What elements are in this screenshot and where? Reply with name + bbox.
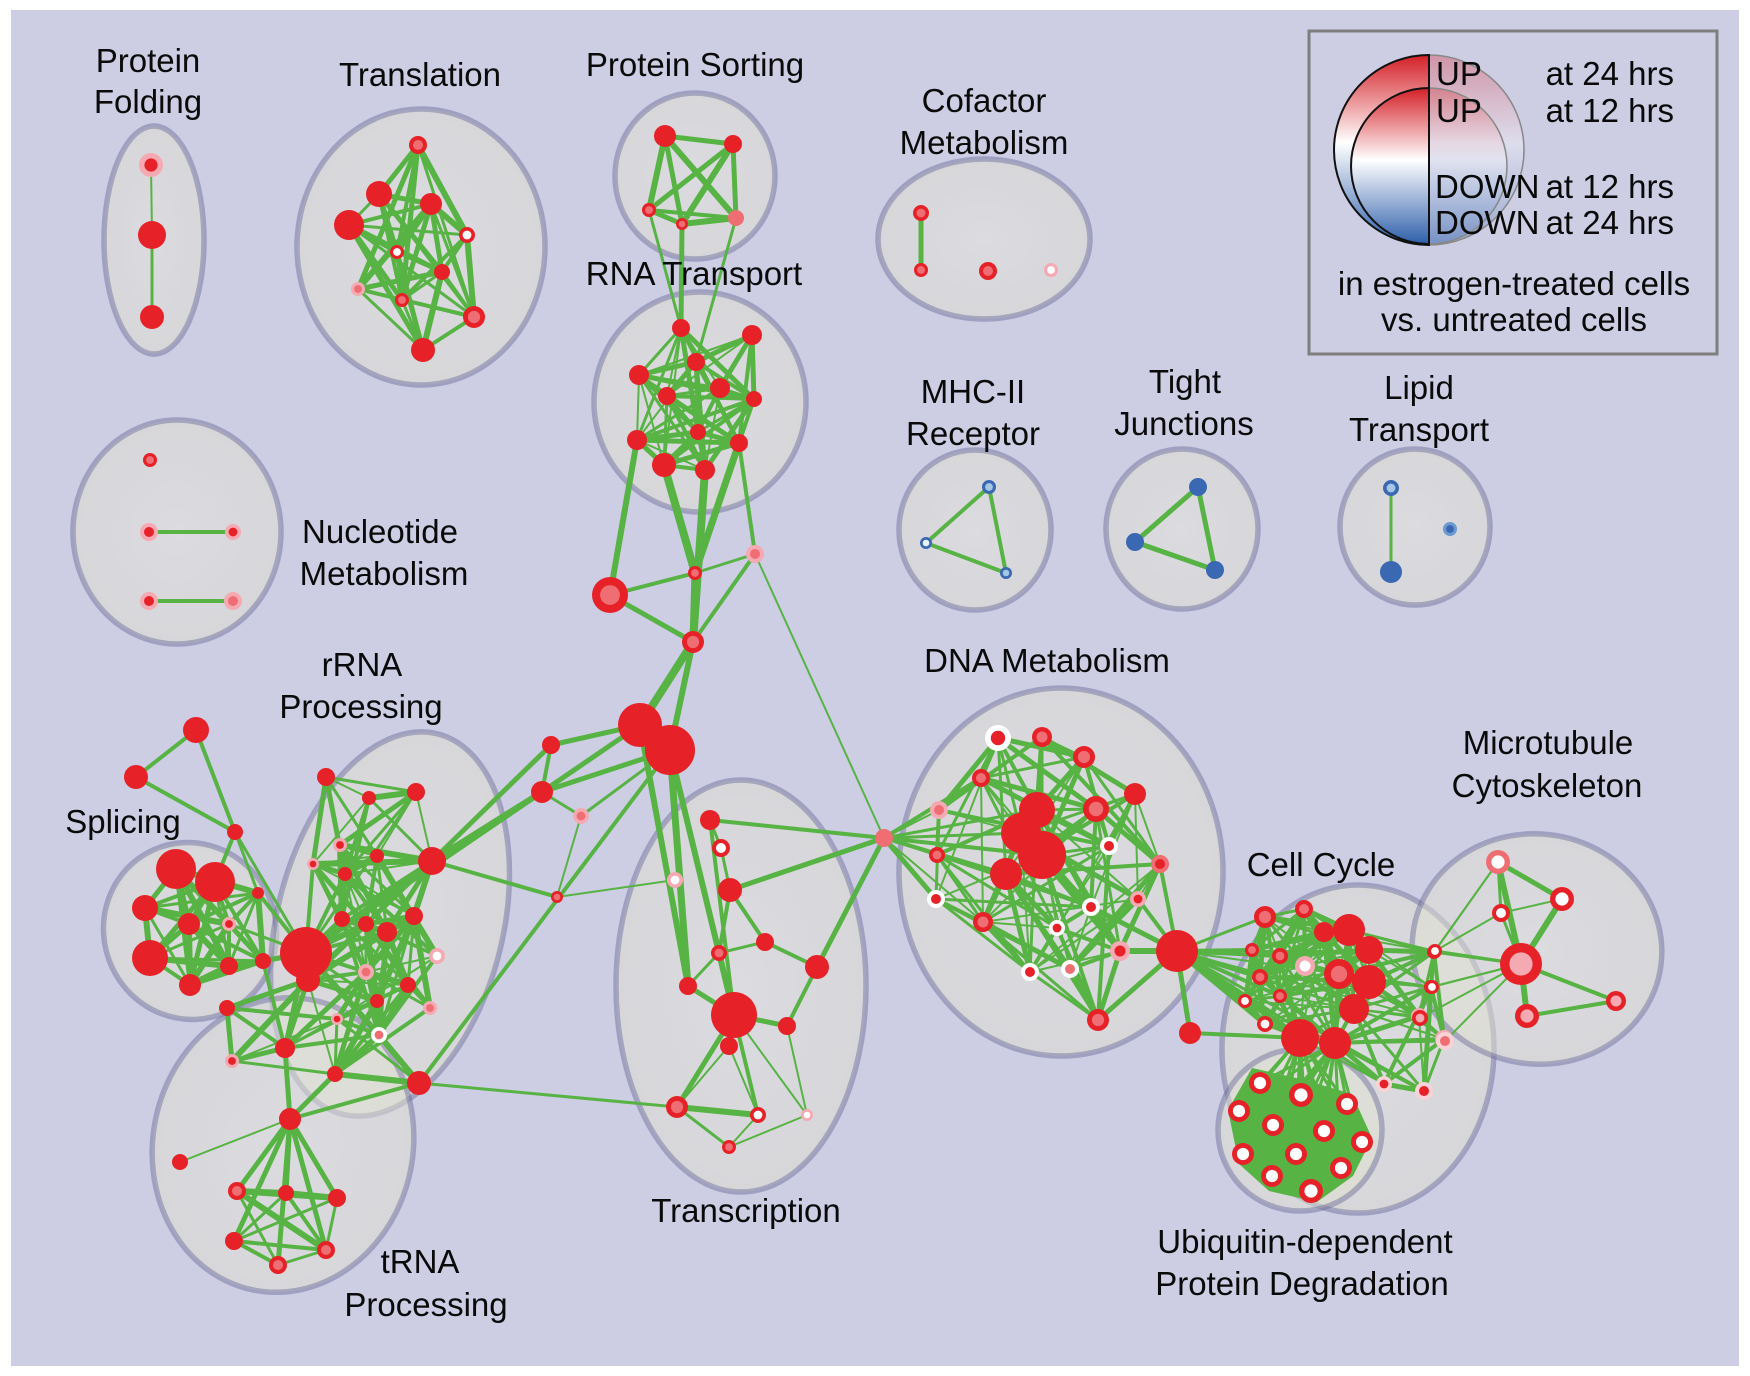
svg-text:Cell Cycle: Cell Cycle [1247, 846, 1396, 883]
svg-text:DNA Metabolism: DNA Metabolism [924, 642, 1170, 679]
svg-text:Protein Degradation: Protein Degradation [1155, 1265, 1449, 1302]
svg-text:vs. untreated cells: vs. untreated cells [1381, 301, 1647, 338]
svg-text:Metabolism: Metabolism [300, 555, 469, 592]
svg-text:Tight: Tight [1149, 363, 1221, 400]
svg-text:Processing: Processing [344, 1286, 507, 1323]
svg-text:at 24 hrs: at 24 hrs [1546, 204, 1674, 241]
svg-text:Metabolism: Metabolism [900, 124, 1069, 161]
svg-text:at 12 hrs: at 12 hrs [1546, 168, 1674, 205]
svg-text:Transport: Transport [1349, 411, 1489, 448]
svg-text:UP: UP [1436, 55, 1482, 92]
svg-text:Protein Sorting: Protein Sorting [586, 46, 804, 83]
svg-text:Splicing: Splicing [65, 803, 181, 840]
svg-text:Microtubule: Microtubule [1463, 724, 1634, 761]
svg-text:Receptor: Receptor [906, 415, 1040, 452]
svg-text:rRNA: rRNA [322, 646, 403, 683]
svg-text:Processing: Processing [279, 688, 442, 725]
svg-text:Lipid: Lipid [1384, 369, 1454, 406]
svg-text:Ubiquitin-dependent: Ubiquitin-dependent [1157, 1223, 1452, 1260]
svg-text:tRNA: tRNA [381, 1243, 460, 1280]
svg-text:DOWN: DOWN [1435, 168, 1539, 205]
svg-text:DOWN: DOWN [1435, 204, 1539, 241]
svg-text:RNA Transport: RNA Transport [586, 255, 802, 292]
svg-text:Transcription: Transcription [651, 1192, 841, 1229]
svg-text:UP: UP [1436, 92, 1482, 129]
svg-text:Protein: Protein [96, 42, 201, 79]
svg-text:at 12 hrs: at 12 hrs [1546, 92, 1674, 129]
svg-text:Junctions: Junctions [1114, 405, 1253, 442]
svg-text:Nucleotide: Nucleotide [302, 513, 458, 550]
svg-text:in estrogen-treated cells: in estrogen-treated cells [1338, 265, 1690, 302]
svg-text:Cytoskeleton: Cytoskeleton [1452, 767, 1643, 804]
svg-text:Cofactor: Cofactor [922, 82, 1047, 119]
svg-text:at 24 hrs: at 24 hrs [1546, 55, 1674, 92]
svg-text:MHC-II: MHC-II [921, 373, 1025, 410]
svg-text:Translation: Translation [339, 56, 501, 93]
svg-text:Folding: Folding [94, 83, 202, 120]
